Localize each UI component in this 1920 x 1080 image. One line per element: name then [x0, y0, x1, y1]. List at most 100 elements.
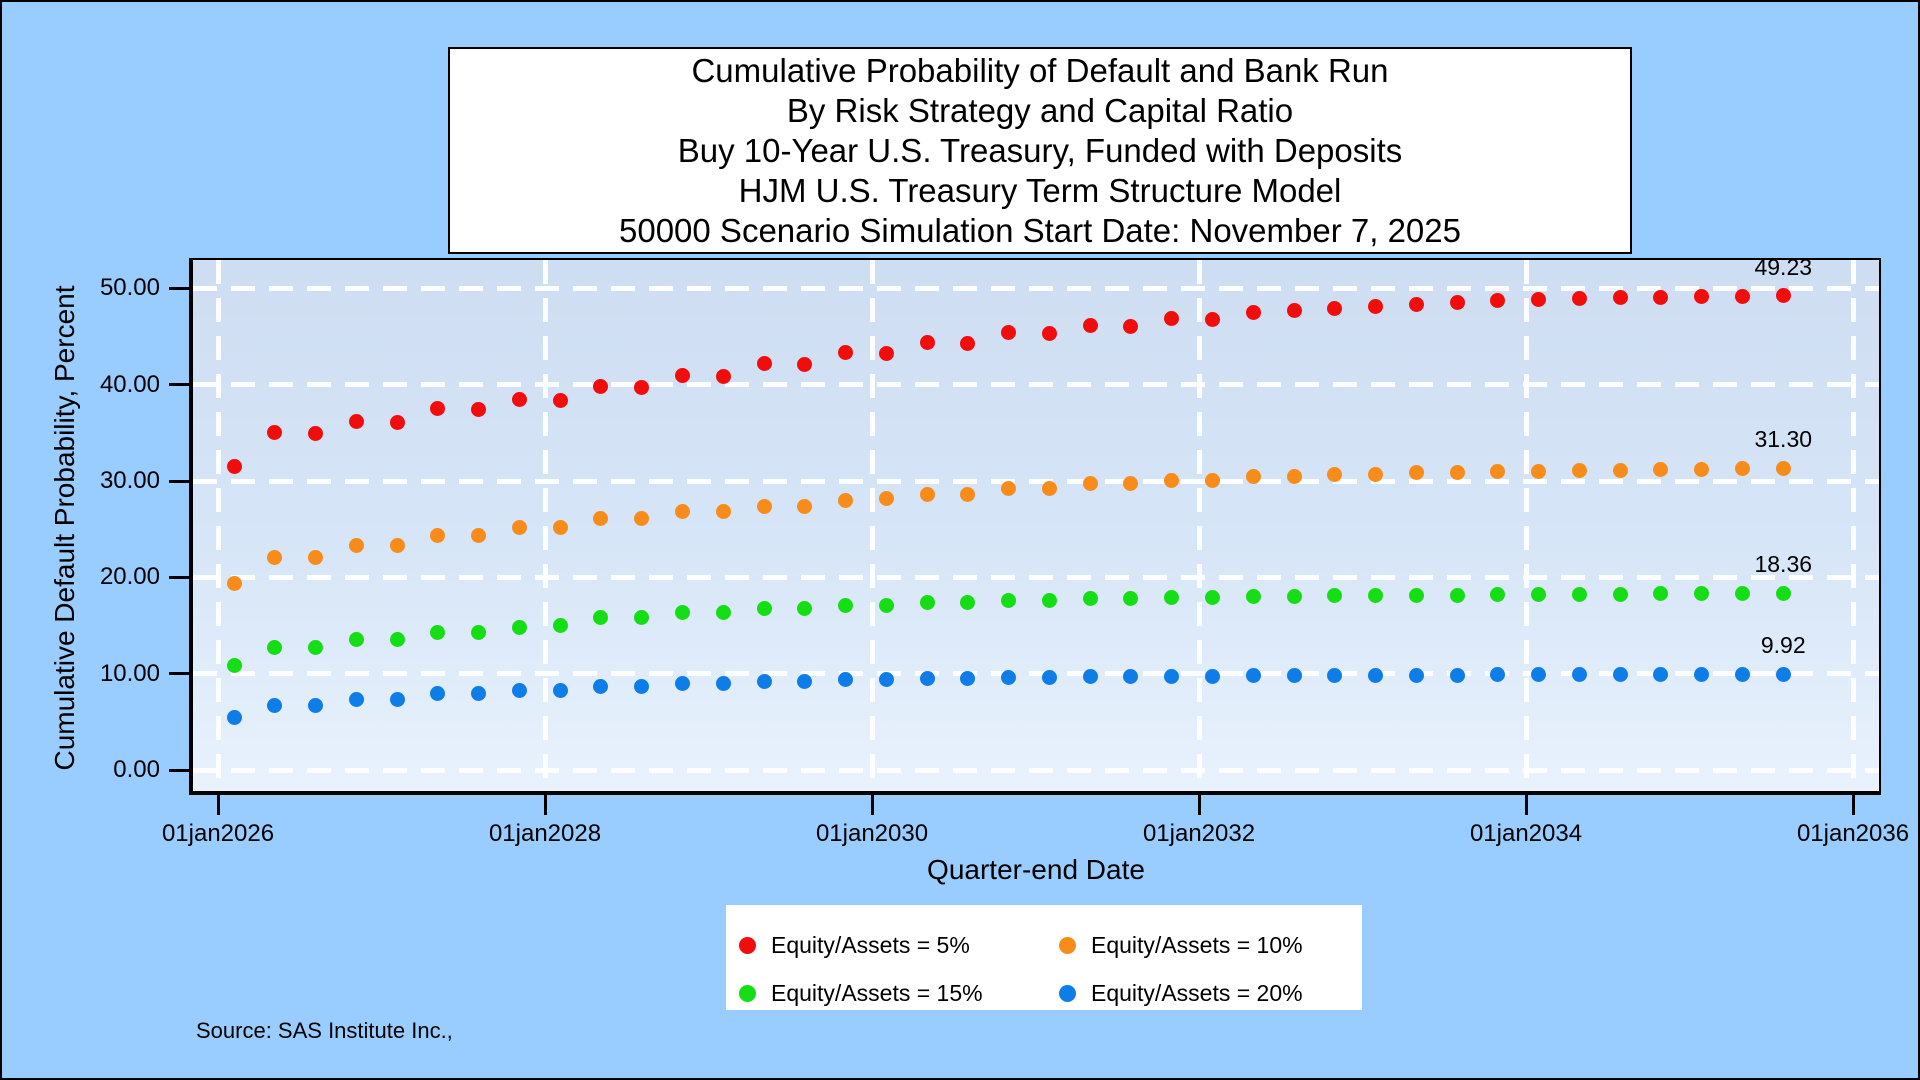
legend-item-equity-15: Equity/Assets = 15% — [739, 981, 983, 1005]
data-point — [1245, 589, 1261, 605]
data-point — [1082, 476, 1098, 492]
data-point — [593, 678, 609, 694]
x-tick-mark — [1197, 791, 1201, 815]
y-gridline — [193, 767, 1879, 773]
data-point — [1327, 588, 1343, 604]
data-point — [1694, 289, 1710, 305]
data-point — [1490, 293, 1506, 309]
data-point — [1204, 590, 1220, 606]
data-point — [267, 697, 283, 713]
y-gridline — [193, 478, 1879, 484]
data-point — [1041, 592, 1057, 608]
data-point — [1327, 301, 1343, 317]
y-tick-mark — [169, 768, 193, 772]
data-point — [430, 528, 446, 544]
data-point — [878, 490, 894, 506]
data-point — [960, 335, 976, 351]
plot-area: 49.23 31.30 18.36 9.92 — [193, 260, 1879, 791]
data-point — [634, 380, 650, 396]
data-point — [1612, 667, 1628, 683]
data-point — [1408, 587, 1424, 603]
title-line-5: 50000 Scenario Simulation Start Date: No… — [619, 211, 1461, 249]
data-point — [308, 640, 324, 656]
x-tick-label: 01jan2036 — [1796, 820, 1910, 847]
y-gridline — [193, 382, 1879, 388]
data-point — [1368, 299, 1384, 315]
title-line-2: By Risk Strategy and Capital Ratio — [786, 91, 1294, 129]
data-point — [1286, 303, 1302, 318]
data-point — [471, 528, 487, 544]
data-point — [878, 597, 894, 613]
x-tick-label: 01jan2026 — [161, 820, 275, 847]
legend-label: Equity/Assets = 5% — [771, 932, 970, 958]
data-point — [634, 678, 650, 694]
data-point — [674, 675, 690, 691]
data-point — [430, 624, 446, 640]
data-point — [348, 413, 364, 429]
data-point — [226, 710, 242, 726]
data-point — [797, 600, 813, 616]
y-gridline — [193, 671, 1879, 677]
title-line-4: HJM U.S. Treasury Term Structure Model — [738, 171, 1342, 209]
data-point — [552, 682, 568, 698]
data-point — [1123, 476, 1139, 492]
data-point — [1775, 288, 1791, 304]
series-end-value-label: 18.36 — [1754, 551, 1813, 578]
data-point — [1123, 319, 1139, 335]
data-point — [797, 673, 813, 689]
data-point — [1653, 586, 1669, 602]
x-tick-label: 01jan2030 — [815, 820, 929, 847]
data-point — [348, 632, 364, 648]
y-tick-mark — [169, 575, 193, 579]
data-point — [838, 597, 854, 613]
y-tick-label: 50.00 — [99, 274, 160, 302]
data-point — [756, 355, 772, 371]
title-line-1: Cumulative Probability of Default and Ba… — [691, 51, 1389, 89]
data-point — [1286, 668, 1302, 684]
data-point — [1408, 464, 1424, 480]
x-tick-label: 01jan2034 — [1469, 820, 1583, 847]
data-point — [471, 624, 487, 640]
data-point — [1245, 668, 1261, 684]
data-point — [1571, 586, 1587, 602]
data-point — [593, 511, 609, 527]
x-tick-mark — [870, 791, 874, 815]
data-point — [1571, 667, 1587, 683]
y-tick-mark — [169, 383, 193, 387]
data-point — [226, 575, 242, 591]
data-point — [1286, 589, 1302, 605]
data-point — [552, 618, 568, 633]
data-point — [389, 632, 405, 648]
data-point — [1449, 295, 1465, 311]
x-gridline — [1523, 260, 1529, 791]
data-point — [1653, 289, 1669, 305]
data-point — [1082, 591, 1098, 607]
data-point — [1734, 667, 1750, 683]
x-tick-label: 01jan2032 — [1142, 820, 1256, 847]
title-line-3: Buy 10-Year U.S. Treasury, Funded with D… — [677, 131, 1403, 169]
data-point — [878, 346, 894, 362]
data-point — [1612, 586, 1628, 602]
y-gridline — [193, 285, 1879, 291]
data-point — [1571, 291, 1587, 307]
data-point — [1653, 667, 1669, 683]
legend: Equity/Assets = 5% Equity/Assets = 10% E… — [726, 905, 1362, 1010]
data-point — [1531, 463, 1547, 479]
data-point — [1041, 481, 1057, 497]
y-tick-label: 40.00 — [99, 370, 160, 398]
data-point — [1082, 669, 1098, 685]
data-point — [1164, 472, 1180, 488]
legend-item-equity-10: Equity/Assets = 10% — [1059, 933, 1303, 957]
data-point — [1164, 668, 1180, 684]
data-point — [1368, 466, 1384, 482]
data-point — [1694, 461, 1710, 477]
data-point — [919, 334, 935, 350]
data-point — [1490, 463, 1506, 479]
y-tick-mark — [169, 286, 193, 290]
data-point — [511, 682, 527, 698]
data-point — [1408, 297, 1424, 313]
data-point — [1164, 310, 1180, 326]
data-point — [878, 671, 894, 687]
y-gridline — [193, 574, 1879, 580]
legend-marker-orange-dot-icon — [1059, 936, 1076, 954]
